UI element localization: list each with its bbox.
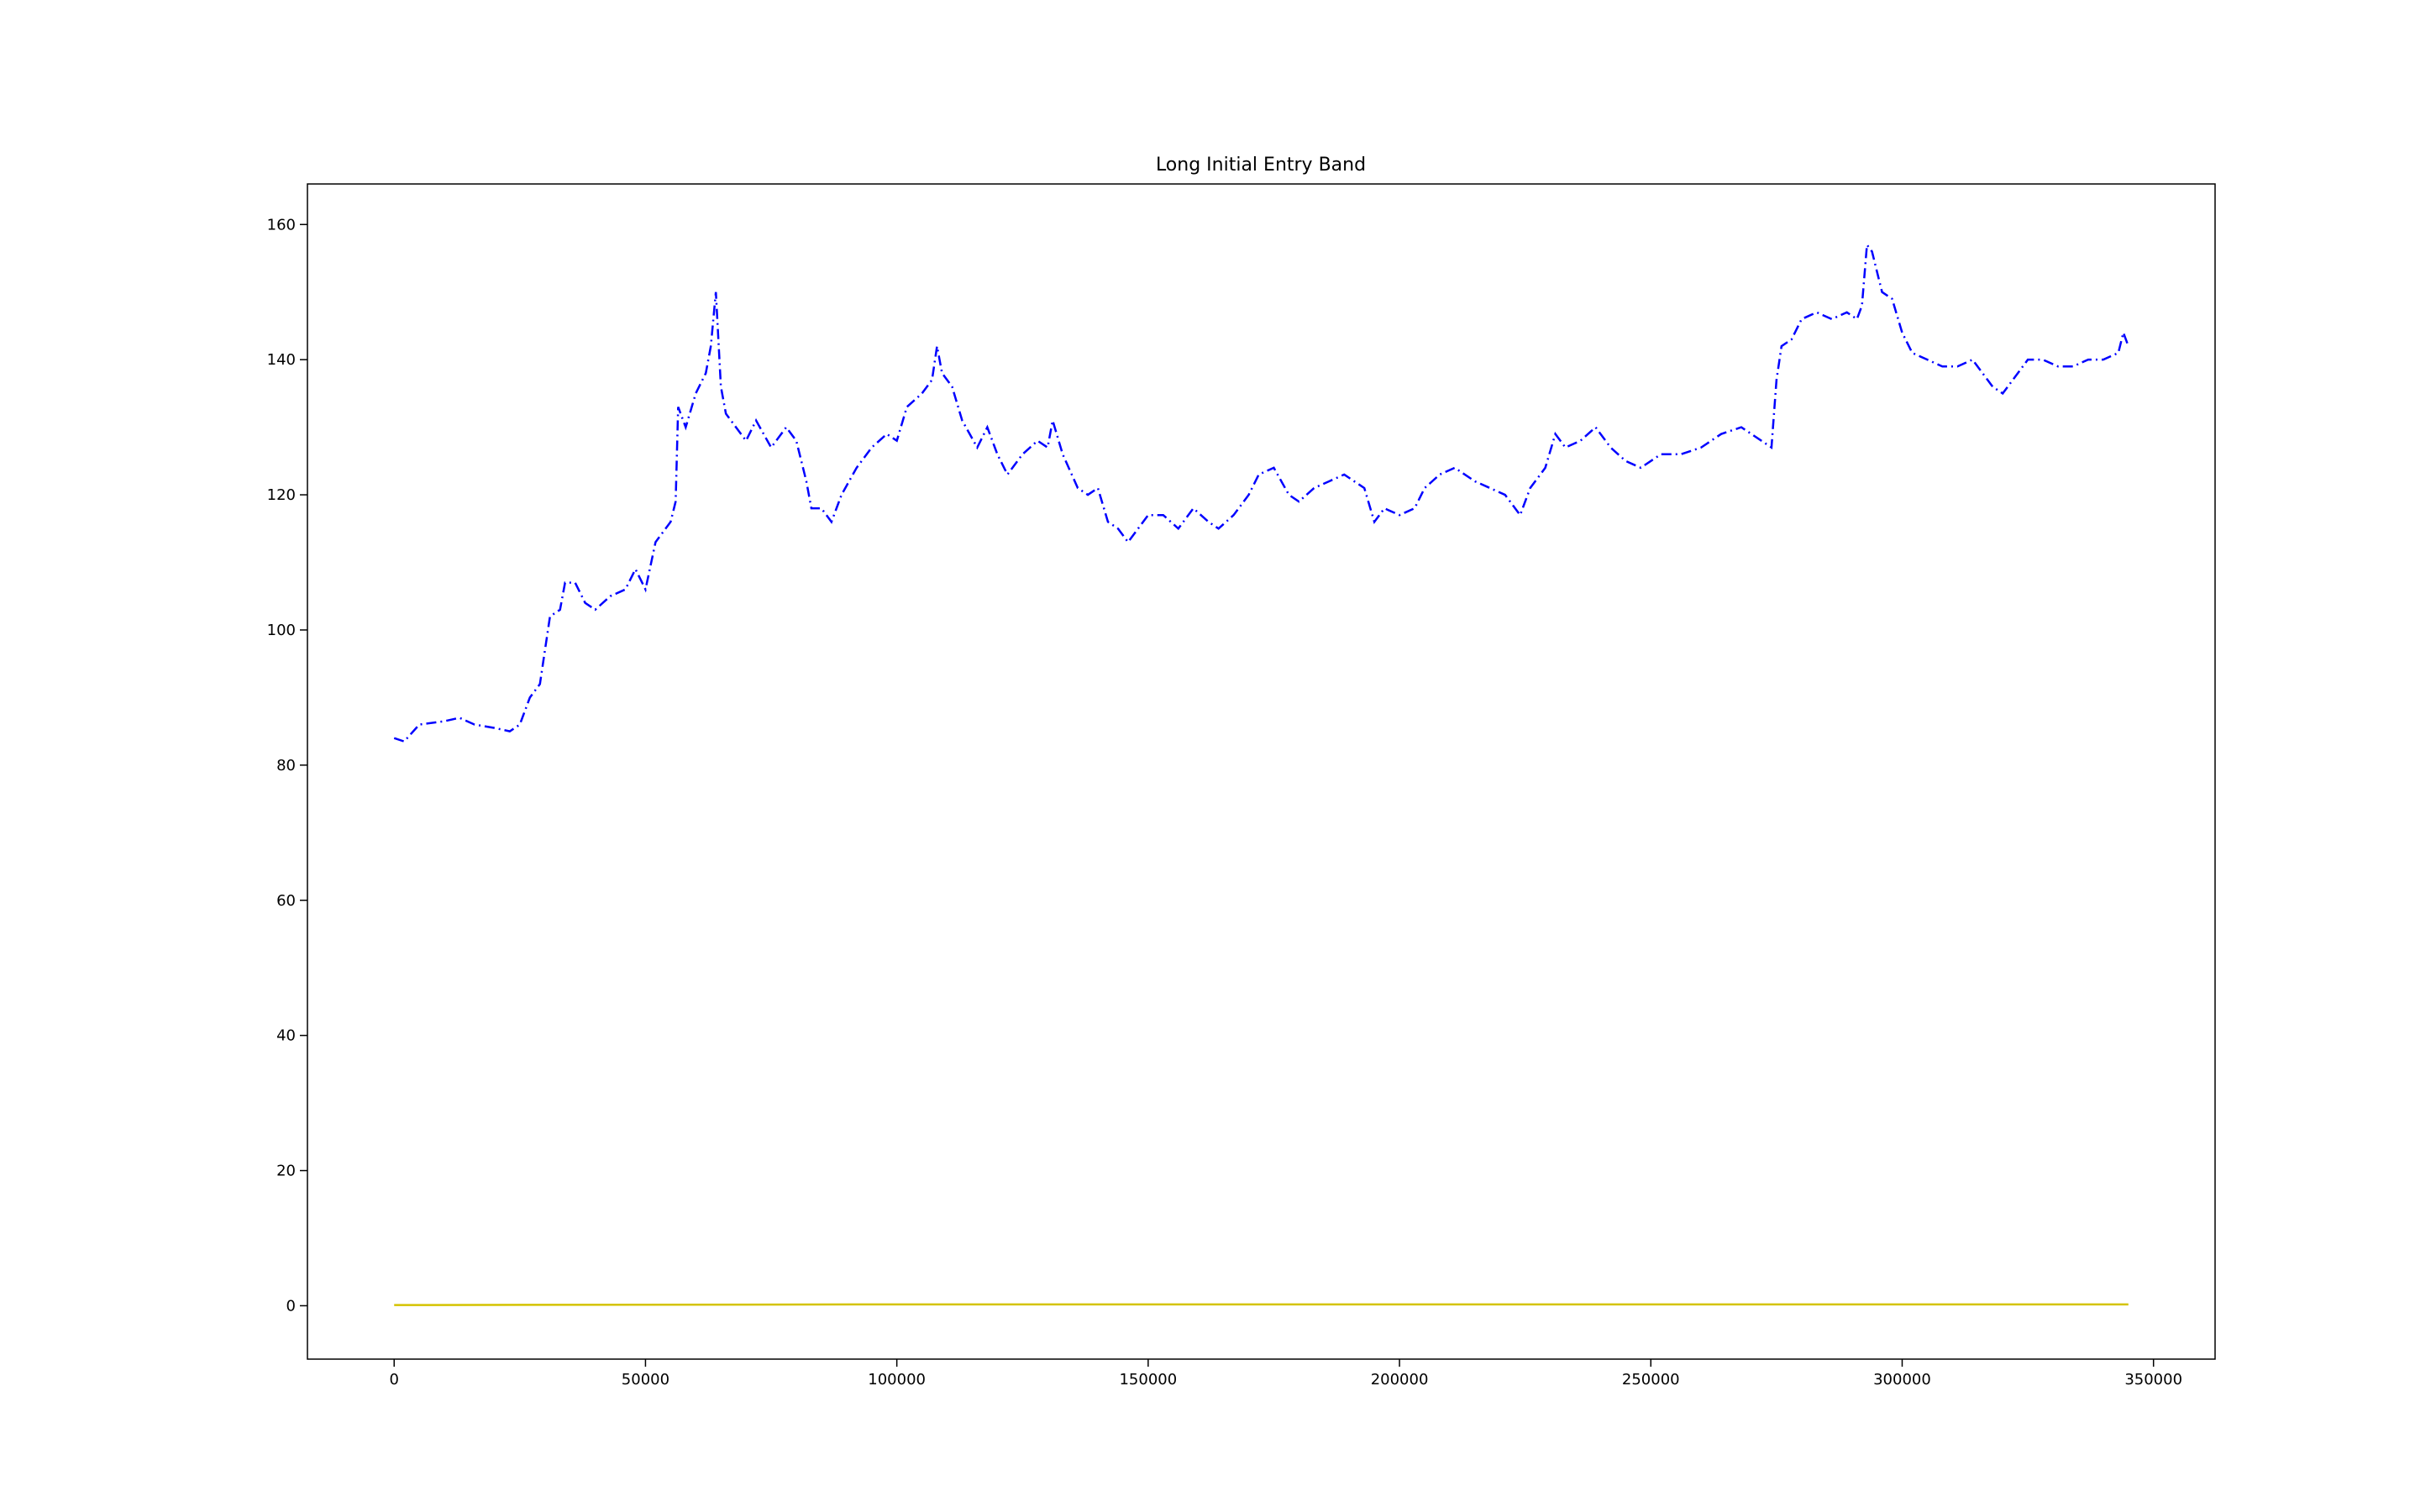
series-line xyxy=(393,241,2129,743)
x-tick-label: 200000 xyxy=(1371,1371,1429,1389)
y-tick-label: 60 xyxy=(276,892,296,910)
x-tick-label: 50000 xyxy=(622,1371,669,1389)
y-tick-label: 120 xyxy=(267,486,296,504)
x-tick-label: 100000 xyxy=(868,1371,926,1389)
x-tick-label: 0 xyxy=(390,1371,399,1389)
y-tick-label: 0 xyxy=(286,1297,296,1315)
x-tick-label: 150000 xyxy=(1119,1371,1177,1389)
x-tick-label: 350000 xyxy=(2124,1371,2182,1389)
axes-frame xyxy=(307,183,2216,1360)
x-tick-label: 250000 xyxy=(1622,1371,1680,1389)
y-tick-label: 140 xyxy=(267,351,296,369)
y-tick-label: 40 xyxy=(276,1027,296,1045)
x-tick-label: 300000 xyxy=(1873,1371,1931,1389)
y-tick-label: 100 xyxy=(267,622,296,639)
chart-title: Long Initial Entry Band xyxy=(1156,155,1366,176)
y-tick-label: 80 xyxy=(276,757,296,774)
y-tick-label: 160 xyxy=(267,216,296,234)
y-tick-label: 20 xyxy=(276,1163,296,1180)
